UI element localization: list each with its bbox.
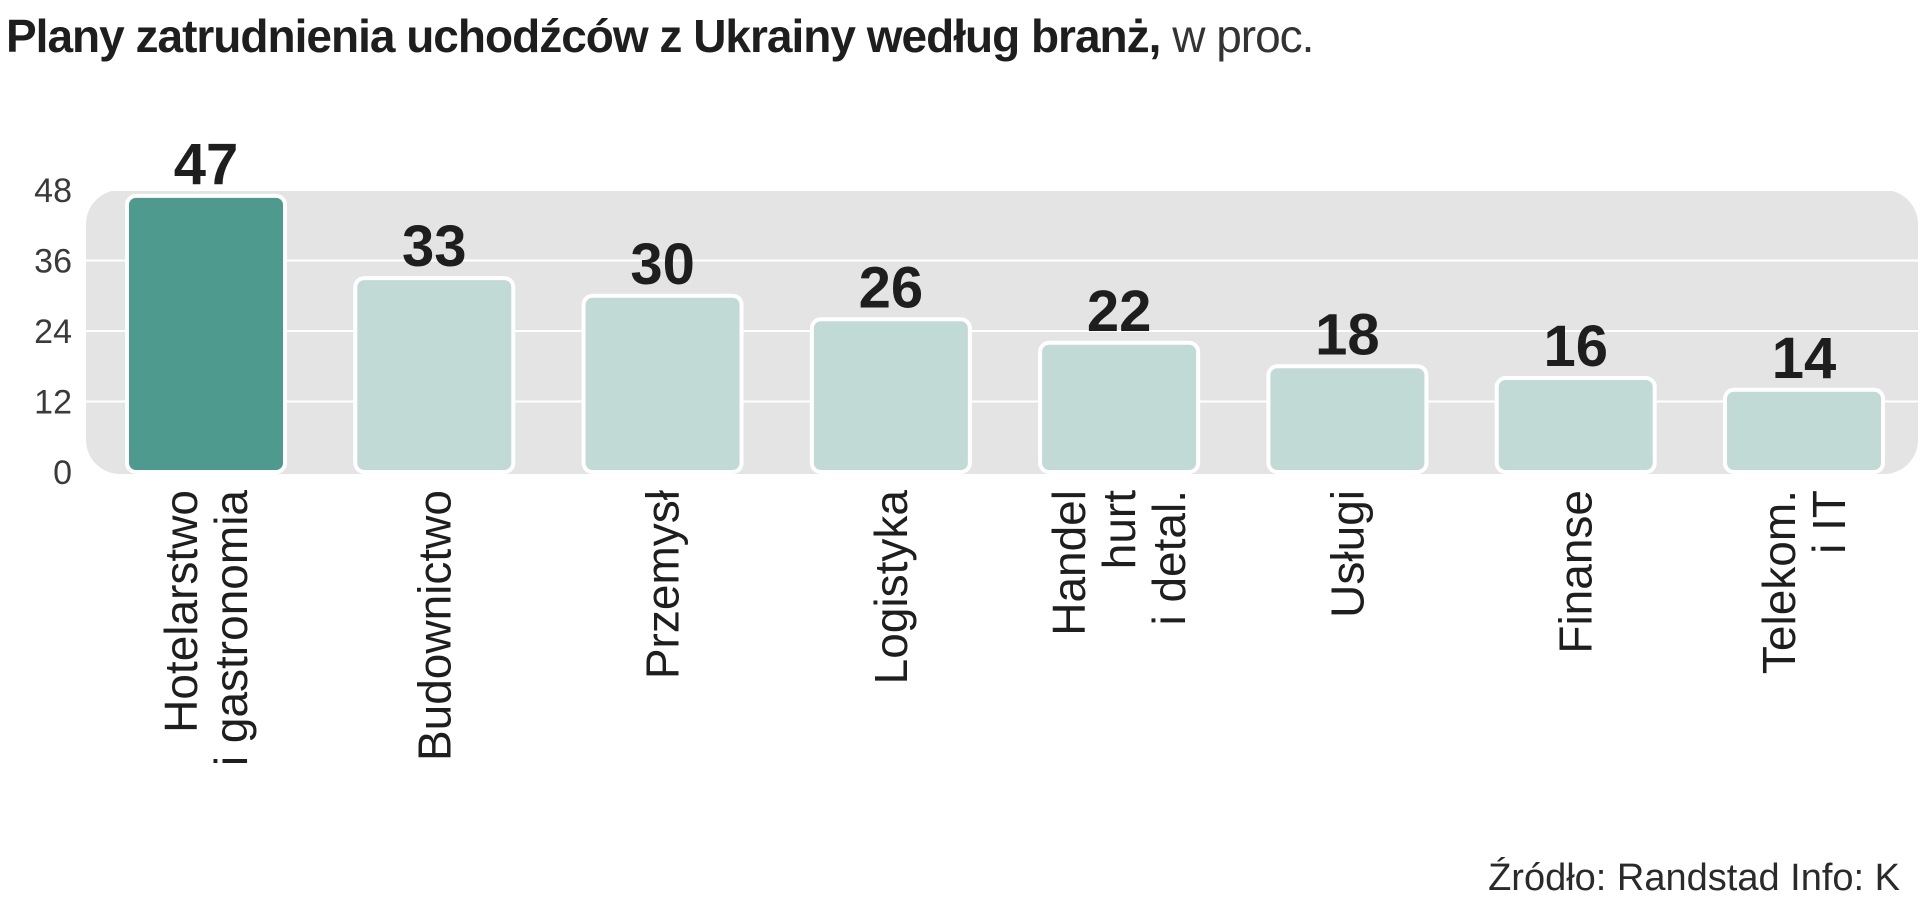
bar bbox=[353, 276, 516, 474]
bar bbox=[125, 193, 287, 474]
category-label-line: Finanse bbox=[1550, 490, 1602, 654]
category-label: Budownictwo bbox=[408, 490, 460, 761]
category-label: Handelhurti detal. bbox=[1043, 490, 1195, 636]
category-label: Finanse bbox=[1550, 490, 1602, 654]
category-label-line: Logistyka bbox=[865, 490, 917, 685]
category-label: Przemysł bbox=[637, 490, 689, 679]
chart-title-main: Plany zatrudnienia uchodźców z Ukrainy w… bbox=[6, 10, 1161, 62]
category-label-line: Hotelarstwo bbox=[155, 490, 207, 733]
bar bbox=[581, 293, 744, 474]
category-label: Hotelarstwoi gastronomia bbox=[155, 490, 257, 767]
category-label-line: Przemysł bbox=[637, 490, 689, 679]
y-tick-label: 36 bbox=[34, 243, 72, 281]
data-label: 22 bbox=[1087, 279, 1152, 344]
data-label: 47 bbox=[174, 132, 239, 197]
bar bbox=[809, 317, 972, 474]
chart-title: Plany zatrudnienia uchodźców z Ukrainy w… bbox=[6, 6, 1314, 66]
category-label-line: i gastronomia bbox=[205, 490, 257, 767]
category-label: Logistyka bbox=[865, 490, 917, 685]
bar bbox=[1266, 364, 1429, 474]
source-note: Źródło: Randstad Info: K bbox=[1488, 857, 1900, 899]
chart-title-unit: w proc. bbox=[1160, 10, 1314, 62]
data-label: 26 bbox=[859, 255, 924, 320]
bar bbox=[1038, 340, 1201, 474]
y-tick-label: 48 bbox=[34, 172, 72, 210]
category-label: Usługi bbox=[1321, 490, 1373, 618]
data-label: 16 bbox=[1543, 314, 1608, 379]
category-label-line: i IT bbox=[1803, 490, 1855, 554]
data-label: 18 bbox=[1315, 302, 1380, 367]
category-label-line: Budownictwo bbox=[408, 490, 460, 761]
y-tick-label: 0 bbox=[53, 454, 72, 492]
category-label-line: Telekom. bbox=[1753, 490, 1805, 674]
data-label: 30 bbox=[630, 232, 695, 297]
bar bbox=[1723, 387, 1885, 474]
y-tick-label: 12 bbox=[34, 384, 72, 422]
category-label-line: Usługi bbox=[1321, 490, 1373, 618]
category-label-line: hurt bbox=[1093, 490, 1145, 569]
category-label-line: i detal. bbox=[1143, 490, 1195, 626]
bar bbox=[1494, 376, 1657, 474]
y-tick-label: 24 bbox=[34, 313, 72, 351]
category-label-line: Handel bbox=[1043, 490, 1095, 636]
category-label: Telekom.i IT bbox=[1753, 490, 1855, 674]
data-label: 14 bbox=[1772, 326, 1837, 391]
data-label: 33 bbox=[402, 214, 467, 279]
